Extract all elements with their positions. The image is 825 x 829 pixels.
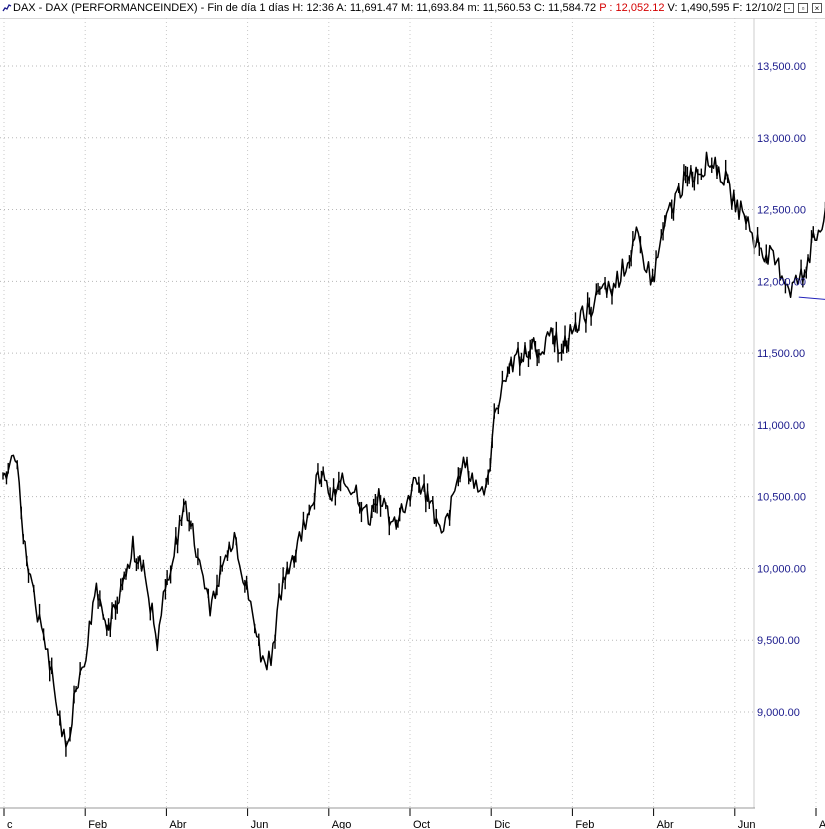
x-tick-label: c xyxy=(7,819,13,829)
y-tick-label: 13,000.00 xyxy=(757,133,806,145)
y-tick-label: 9,500.00 xyxy=(757,635,800,647)
chart-icon xyxy=(2,3,12,13)
restore-button[interactable]: ▫ xyxy=(798,3,808,13)
p-value: P : 12,052.12 xyxy=(599,2,665,14)
y-tick-label: 13,500.00 xyxy=(757,61,806,73)
x-tick-label: Ago xyxy=(819,819,825,829)
window-controls: - ▫ × xyxy=(781,0,825,18)
header-text: DAX - DAX (PERFORMANCEINDEX) - Fin de dí… xyxy=(13,2,788,14)
date-value: F: 12/10/20 xyxy=(732,2,789,14)
y-tick-label: 11,500.00 xyxy=(757,348,805,360)
x-axis: cFebAbrJunAgoOctDicFebAbrJunAgoOctDicFeb… xyxy=(0,807,825,829)
y-tick-label: 12,000.00 xyxy=(757,276,806,288)
x-tick-label: Feb xyxy=(575,819,594,829)
grid xyxy=(0,18,817,808)
x-tick-label: Feb xyxy=(88,819,107,829)
y-tick-label: 9,000.00 xyxy=(757,707,800,719)
y-tick-label: 12,500.00 xyxy=(757,205,806,217)
y-tick-label: 10,500.00 xyxy=(757,492,806,504)
symbol-label: DAX - DAX (PERFORMANCEINDEX) - Fin de dí… xyxy=(13,2,290,14)
open-value: A: 11,691.47 xyxy=(336,2,398,14)
high-value: M: 11,693.84 xyxy=(401,2,465,14)
price-series xyxy=(2,151,825,757)
y-tick-label: 11,000.00 xyxy=(757,420,805,432)
y-tick-label: 10,000.00 xyxy=(757,563,806,575)
hour-label: H: 12:36 xyxy=(292,2,334,14)
price-chart: 9,000.00 9,500.00 10,000.00 10,500.00 11,000… xyxy=(0,18,825,829)
x-tick-label: Jun xyxy=(251,819,269,829)
price-line xyxy=(2,151,825,748)
minimize-button[interactable]: - xyxy=(784,3,794,13)
x-tick-label: Abr xyxy=(657,819,674,829)
close-value: C: 11,584.72 xyxy=(533,2,597,14)
low-value: m: 11,560.53 xyxy=(467,2,531,14)
x-tick-label: Oct xyxy=(413,819,430,829)
close-button[interactable]: × xyxy=(812,3,822,13)
x-tick-label: Abr xyxy=(169,819,186,829)
x-tick-label: Ago xyxy=(332,819,352,829)
volume-value: V: 1,490,595 xyxy=(667,2,730,14)
x-tick-label: Dic xyxy=(494,819,510,829)
chart-title-bar: DAX - DAX (PERFORMANCEINDEX) - Fin de dí… xyxy=(0,0,825,19)
blue-trendline xyxy=(798,296,825,300)
x-tick-label: Jun xyxy=(738,819,756,829)
y-axis: 9,000.00 9,500.00 10,000.00 10,500.00 11,000… xyxy=(753,18,806,808)
